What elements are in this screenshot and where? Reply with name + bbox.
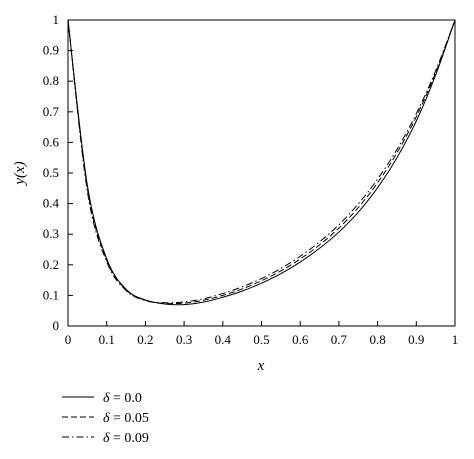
y-tick-label: 0.6: [43, 134, 60, 149]
x-tick-label: 1: [452, 332, 459, 347]
x-tick-label: 0.8: [369, 332, 385, 347]
series-line-2: [67, 19, 456, 305]
y-tick-label: 0.3: [43, 226, 59, 241]
x-axis-ticks: 0 0.1 0.2 0.3 0.4 0.5 0.6 0.7 0.8 0.9 1: [65, 321, 459, 347]
y-tick-label: 0.1: [43, 287, 59, 302]
y-tick-label: 0.8: [43, 73, 59, 88]
legend-symbol: δ: [103, 391, 110, 406]
x-tick-label: 0.5: [253, 332, 269, 347]
legend-label-3: δ = 0.09: [103, 431, 149, 446]
x-tick-label: 0.1: [99, 332, 115, 347]
x-tick-label: 0.9: [408, 332, 424, 347]
y-tick-label: 0.4: [43, 196, 60, 211]
x-axis-label: x: [257, 358, 265, 374]
y-tick-label: 0.7: [43, 104, 60, 119]
x-tick-label: 0.7: [331, 332, 348, 347]
y-tick-label: 1: [53, 12, 60, 27]
x-tick-label: 0.4: [215, 332, 232, 347]
legend-label-1: δ = 0.0: [103, 391, 142, 406]
y-tick-label: 0.2: [43, 257, 59, 272]
series-line-3: [67, 19, 456, 304]
y-tick-label: 0: [53, 318, 60, 333]
series-line-1: [67, 19, 456, 306]
y-axis-ticks: 0 0.1 0.2 0.3 0.4 0.5 0.6 0.7 0.8 0.9 1: [43, 12, 73, 333]
legend-symbol: δ: [103, 431, 110, 446]
series-lines: [67, 19, 456, 306]
y-tick-label: 0.9: [43, 43, 59, 58]
legend-label-2: δ = 0.05: [103, 411, 149, 426]
y-tick-label: 0.5: [43, 165, 59, 180]
x-tick-label: 0.3: [176, 332, 192, 347]
y-axis-label: y(x): [12, 161, 28, 186]
x-tick-label: 0.6: [292, 332, 309, 347]
x-tick-label: 0.2: [137, 332, 153, 347]
legend-value: = 0.09: [110, 431, 149, 446]
legend-symbol: δ: [103, 411, 110, 426]
plot-frame: [67, 19, 456, 327]
legend-value: = 0.0: [110, 391, 142, 406]
x-tick-label: 0: [65, 332, 72, 347]
legend-value: = 0.05: [110, 411, 149, 426]
legend: δ = 0.0δ = 0.05δ = 0.09: [62, 391, 149, 446]
